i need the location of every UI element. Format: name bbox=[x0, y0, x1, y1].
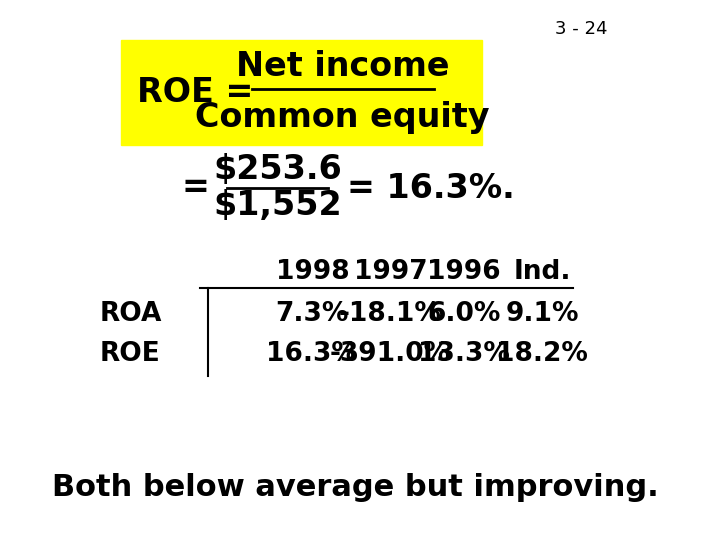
Text: Ind.: Ind. bbox=[513, 259, 571, 285]
Text: 1996: 1996 bbox=[428, 259, 501, 285]
Text: 7.3%: 7.3% bbox=[276, 301, 349, 327]
Text: -391.0%: -391.0% bbox=[330, 341, 451, 367]
Text: 13.3%: 13.3% bbox=[418, 341, 510, 367]
Text: Common equity: Common equity bbox=[196, 100, 490, 133]
Text: 18.2%: 18.2% bbox=[496, 341, 588, 367]
Text: ROA: ROA bbox=[100, 301, 162, 327]
FancyBboxPatch shape bbox=[122, 40, 482, 145]
Text: = 16.3%.: = 16.3%. bbox=[347, 172, 515, 205]
Text: ROE =: ROE = bbox=[137, 77, 253, 110]
Text: =: = bbox=[181, 172, 210, 205]
Text: Net income: Net income bbox=[236, 51, 449, 84]
Text: $1,552: $1,552 bbox=[213, 190, 342, 222]
Text: Both below average but improving.: Both below average but improving. bbox=[52, 474, 659, 503]
Text: 1997: 1997 bbox=[354, 259, 427, 285]
Text: $253.6: $253.6 bbox=[213, 153, 342, 186]
Text: 6.0%: 6.0% bbox=[428, 301, 501, 327]
Text: 9.1%: 9.1% bbox=[505, 301, 579, 327]
Text: ROE: ROE bbox=[100, 341, 161, 367]
Text: -18.1%: -18.1% bbox=[339, 301, 442, 327]
Text: 3 - 24: 3 - 24 bbox=[555, 20, 608, 38]
Text: 1998: 1998 bbox=[276, 259, 349, 285]
Text: 16.3%: 16.3% bbox=[266, 341, 359, 367]
